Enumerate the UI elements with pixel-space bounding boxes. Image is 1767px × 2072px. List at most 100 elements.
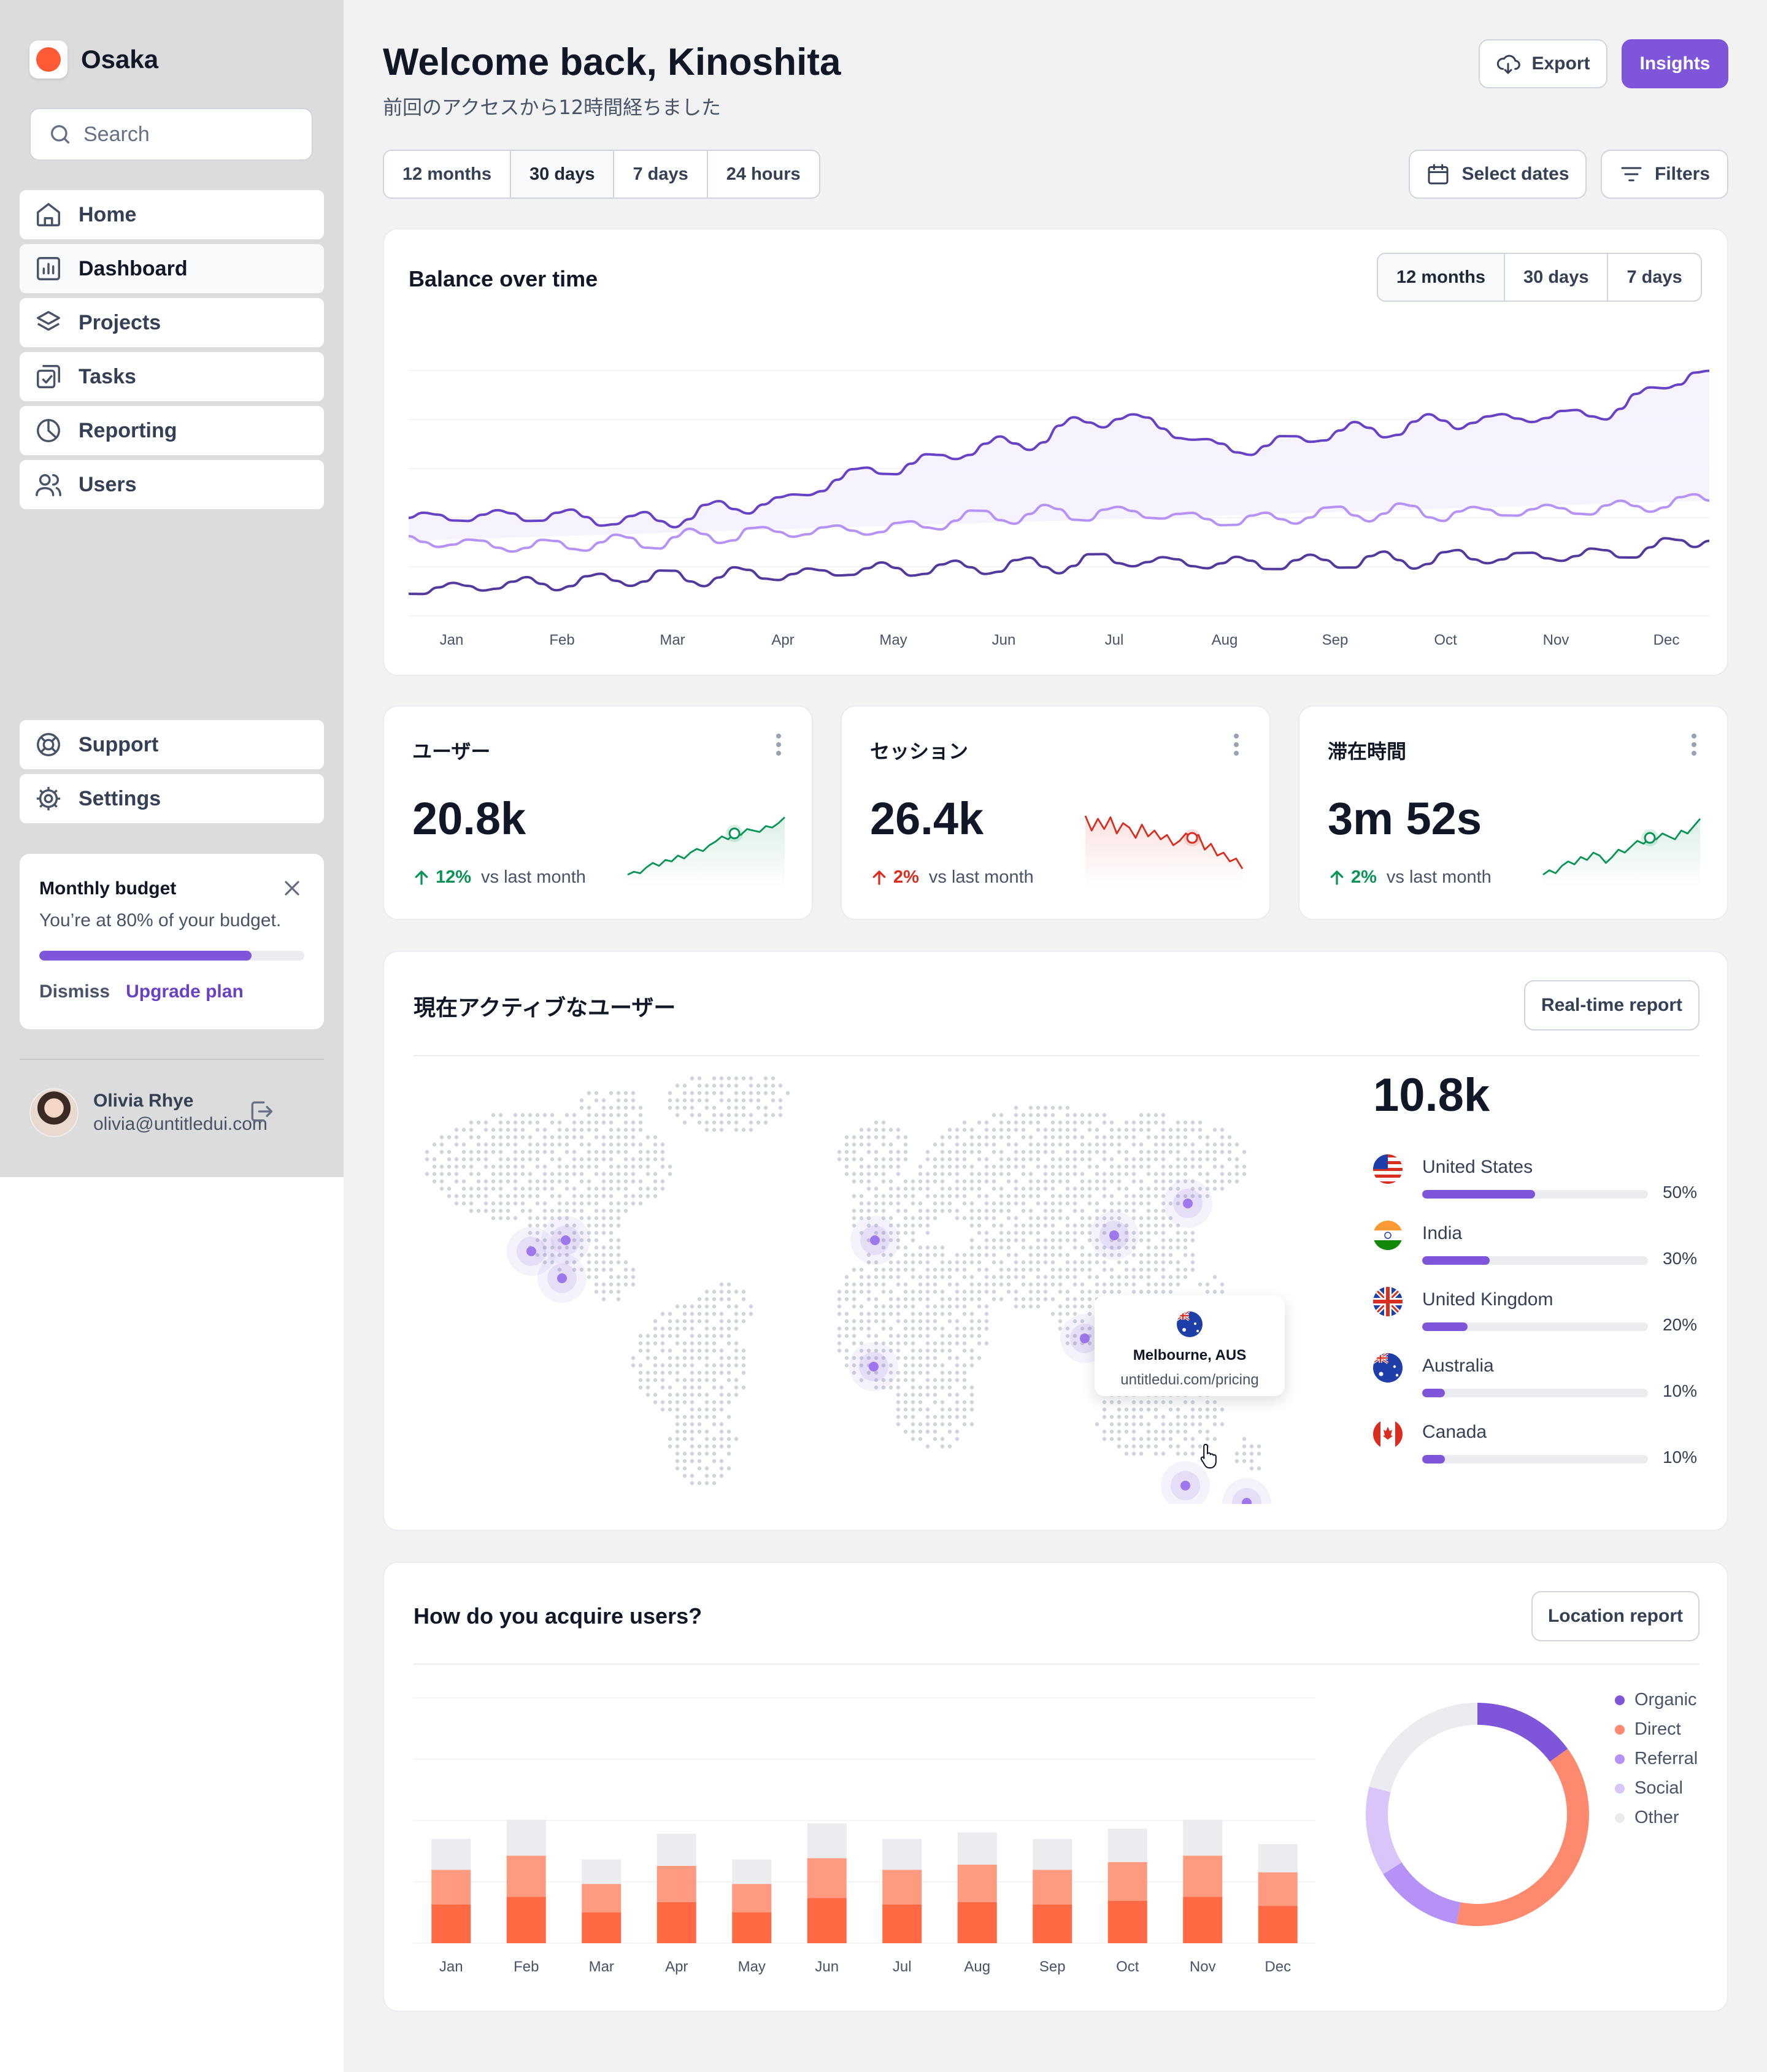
sidebar-item-reporting[interactable]: Reporting [20, 406, 324, 455]
country-progress-fill [1422, 1322, 1468, 1331]
bar-segment-other [431, 1838, 471, 1870]
location-report-button[interactable]: Location report [1531, 1591, 1700, 1641]
legend-item: Referral [1615, 1749, 1698, 1769]
sidebar-item-label: Support [79, 732, 159, 756]
logout-icon[interactable] [248, 1098, 275, 1125]
sidebar-item-label: Settings [79, 786, 161, 810]
legend-dot [1615, 1813, 1625, 1823]
insights-button[interactable]: Insights [1622, 39, 1728, 88]
balance-tab[interactable]: 30 days [1505, 254, 1609, 301]
sparkline-chart [627, 816, 785, 888]
range-tab[interactable]: 24 hours [726, 164, 801, 184]
export-button[interactable]: Export [1479, 39, 1607, 88]
x-tick-label: May [879, 632, 907, 648]
sidebar-item-projects[interactable]: Projects [20, 298, 324, 347]
metric-value: 20.8k [412, 793, 526, 844]
x-tick-label: Apr [665, 1959, 688, 1975]
more-vertical-icon[interactable] [775, 732, 782, 757]
map-location-dot [869, 1362, 879, 1372]
x-tick-label: Aug [964, 1959, 990, 1975]
uk-flag-icon [1373, 1287, 1403, 1316]
bar-segment-organic [732, 1912, 772, 1943]
range-tab[interactable]: 12 months [384, 151, 512, 198]
sidebar-item-dashboard[interactable]: Dashboard [20, 244, 324, 293]
search-input[interactable] [83, 122, 304, 147]
close-icon[interactable] [280, 876, 304, 900]
metric-change: 12% vs last month [412, 867, 586, 888]
balance-range-tabs: 12 months 30 days 7 days [1377, 253, 1702, 302]
australia-flag-icon [1373, 1353, 1403, 1383]
arrow-down-icon [872, 870, 886, 885]
metric-title: 滞在時間 [1328, 740, 1407, 763]
stacked-bar-chart: Jan Feb Mar Apr May Jun Jul Aug Sep Oct Nov Dec [414, 1697, 1315, 1975]
more-vertical-icon[interactable] [1233, 732, 1240, 757]
bar-segment-organic [656, 1901, 696, 1943]
more-vertical-icon[interactable] [1690, 732, 1698, 757]
bar-segment-organic [582, 1912, 622, 1943]
metric-value: 26.4k [870, 793, 984, 844]
filters-button[interactable]: Filters [1601, 150, 1728, 199]
sidebar-item-users[interactable]: Users [20, 460, 324, 509]
canada-flag-icon [1373, 1419, 1403, 1449]
bar-segment-direct [582, 1884, 622, 1913]
filter-lines-icon [1621, 167, 1642, 182]
divider [20, 1059, 324, 1060]
pie-chart-icon [37, 419, 60, 442]
sidebar-item-support[interactable]: Support [20, 720, 324, 769]
select-dates-button[interactable]: Select dates [1409, 150, 1587, 199]
sidebar-item-settings[interactable]: Settings [20, 774, 324, 823]
map-location-dot [557, 1273, 567, 1283]
balance-title: Balance over time [409, 266, 598, 291]
sidebar-item-label: Home [79, 202, 137, 226]
country-name: United States [1422, 1157, 1533, 1177]
bar-segment-organic [1107, 1900, 1147, 1943]
balance-tab[interactable]: 7 days [1626, 267, 1682, 287]
users-icon [36, 474, 61, 496]
x-tick-label: Aug [1211, 632, 1238, 648]
india-flag-icon [1373, 1221, 1403, 1250]
check-square-icon [37, 365, 60, 388]
dismiss-button[interactable]: Dismiss [39, 981, 110, 1002]
legend-dot [1615, 1754, 1625, 1764]
sidebar-item-label: Projects [79, 310, 161, 334]
bar-segment-other [582, 1859, 622, 1884]
real-time-report-button[interactable]: Real-time report [1524, 980, 1700, 1030]
bar-segment-other [732, 1859, 772, 1884]
range-tab[interactable]: 7 days [614, 151, 708, 198]
donut-slice-organic [1477, 1703, 1568, 1762]
divider [414, 1663, 1700, 1665]
sidebar-item-label: Tasks [79, 364, 136, 388]
balance-tab[interactable]: 12 months [1378, 254, 1506, 301]
country-percentage: 10% [1662, 1381, 1697, 1400]
donut-chart [1366, 1703, 1589, 1926]
range-tab[interactable]: 30 days [511, 151, 615, 198]
bar-segment-direct [1183, 1855, 1223, 1897]
bar-segment-direct [1033, 1870, 1072, 1905]
x-tick-label: Oct [1116, 1959, 1139, 1975]
country-name: India [1422, 1223, 1463, 1243]
sparkline-chart [1084, 815, 1244, 888]
sidebar-item-tasks[interactable]: Tasks [20, 352, 324, 401]
map-location-dot [1183, 1199, 1193, 1208]
budget-progress-fill [39, 951, 252, 961]
map-location-dot [526, 1246, 536, 1256]
calendar-icon [1428, 164, 1449, 185]
legend-item: Social [1615, 1778, 1683, 1798]
sidebar-blank-area [0, 1177, 344, 2072]
donut-slice-other [1369, 1703, 1477, 1792]
page-subtitle: 前回のアクセスから12時間経ちました [383, 96, 722, 119]
metric-change-pct: 2% [893, 867, 919, 887]
sidebar-item-home[interactable]: Home [20, 190, 324, 239]
metric-change-label: vs last month [1386, 867, 1492, 887]
x-tick-label: May [738, 1959, 766, 1975]
upgrade-plan-button[interactable]: Upgrade plan [126, 981, 244, 1002]
us-flag-icon [1373, 1154, 1403, 1184]
user-profile[interactable]: Olivia Rhye olivia@untitledui.com [29, 1088, 287, 1137]
search-box[interactable] [29, 108, 313, 161]
legend-dot [1615, 1783, 1625, 1794]
metric-change-pct: 2% [1351, 867, 1377, 887]
legend-dot [1615, 1724, 1625, 1735]
sidebar-item-label: Reporting [79, 418, 177, 442]
legend-item: Organic [1615, 1690, 1697, 1710]
brand[interactable]: Osaka [29, 40, 158, 79]
